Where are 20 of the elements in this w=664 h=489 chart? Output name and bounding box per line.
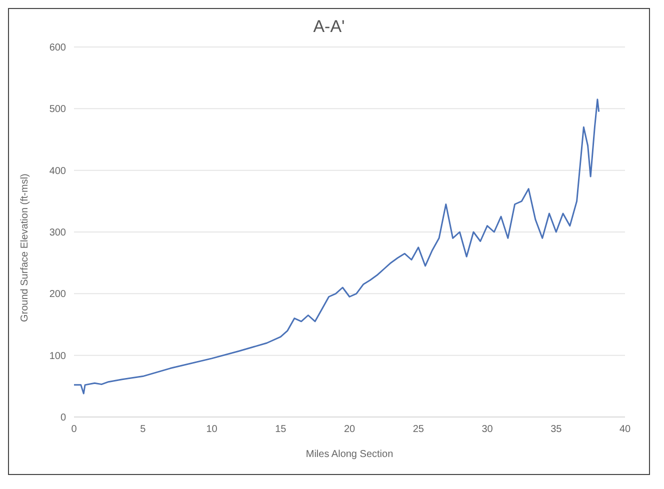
x-tick-label: 5 — [140, 424, 146, 436]
y-tick-label: 600 — [49, 42, 66, 54]
x-tick-label: 25 — [412, 424, 424, 436]
x-tick-label: 15 — [275, 424, 287, 436]
x-tick-label: 10 — [206, 424, 218, 436]
x-tick-label: 20 — [344, 424, 356, 436]
y-tick-label: 100 — [49, 350, 66, 362]
y-tick-label: 500 — [49, 104, 66, 116]
y-axis-title: Ground Surface Elevation (ft-msl) — [20, 174, 31, 322]
y-tick-label: 200 — [49, 289, 66, 300]
x-axis-title: Miles Along Section — [306, 449, 394, 460]
chart-title: A-A' — [312, 16, 346, 37]
x-tick-label: 30 — [482, 424, 494, 436]
x-tick-label: 0 — [71, 424, 78, 436]
x-tick-label: 40 — [619, 424, 631, 436]
y-tick-label: 0 — [60, 412, 66, 424]
y-tick-label: 300 — [49, 228, 66, 239]
x-tick-label: 35 — [550, 424, 562, 436]
y-tick-label: 400 — [49, 166, 66, 177]
line-series — [74, 98, 600, 394]
